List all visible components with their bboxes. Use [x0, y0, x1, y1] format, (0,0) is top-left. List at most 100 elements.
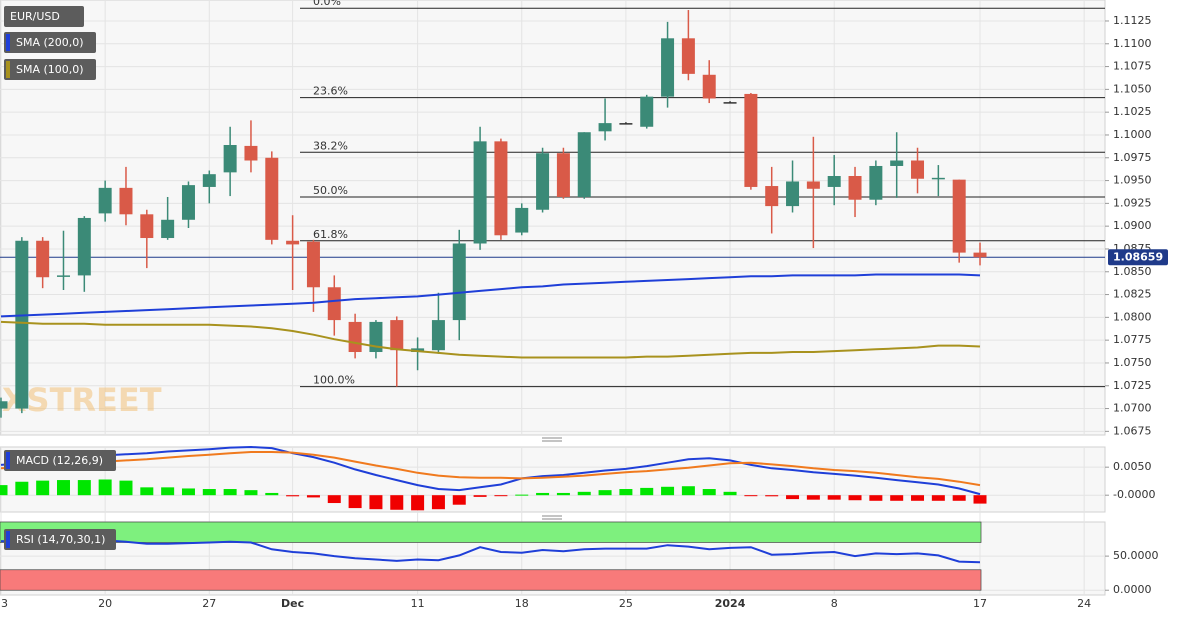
legend-box: [4, 32, 96, 53]
candle-body: [681, 38, 695, 74]
candle-body: [348, 321, 362, 353]
panel-resize-handle[interactable]: [542, 437, 562, 442]
last-price-box: [1108, 249, 1168, 266]
macd-histogram-bar: [161, 487, 175, 496]
macd-histogram-bar: [452, 495, 466, 505]
legend-box: [4, 529, 116, 550]
candle-body: [598, 123, 612, 132]
candle-body: [869, 165, 883, 200]
macd-histogram-bar: [786, 495, 800, 500]
candle-body: [515, 207, 529, 233]
y-tick-label: 0.0050: [1113, 460, 1152, 473]
candle-body: [306, 241, 320, 288]
x-tick-label: 13: [0, 597, 8, 610]
fibonacci-label: 100.0%: [313, 374, 355, 387]
candle-body: [36, 240, 50, 278]
x-tick-label: 18: [515, 597, 529, 610]
y-tick-label: 1.0775: [1113, 333, 1152, 346]
indicator-plots: 1.0675 1.0700 1.0725 1.0750 1.0775 1.0800 1.08…: [0, 6, 1168, 610]
macd-histogram-bar: [265, 492, 279, 496]
macd-histogram-bar: [202, 489, 216, 496]
y-tick-label: 1.0900: [1113, 219, 1152, 232]
legend-swatch: [6, 34, 10, 51]
y-tick-label: 0.0000: [1113, 583, 1152, 596]
candle-body: [848, 176, 862, 200]
legend-label: EUR/USD: [10, 10, 60, 23]
legend-label: SMA (100,0): [16, 63, 84, 76]
legend-box: [4, 450, 116, 471]
candle-body: [619, 123, 633, 125]
y-tick-label: 50.0000: [1113, 549, 1159, 562]
y-tick-label: 1.0675: [1113, 424, 1152, 437]
candle-body: [119, 187, 133, 215]
candle-body: [286, 240, 300, 245]
candle-body: [77, 217, 91, 276]
x-tick-label: Dec: [281, 597, 304, 610]
fibonacci-label: 38.2%: [313, 139, 348, 152]
candle-body: [140, 214, 154, 239]
macd-histogram-bar: [515, 494, 529, 496]
y-tick-label: 1.0700: [1113, 402, 1152, 415]
candle-body: [911, 160, 925, 179]
macd-histogram-bar: [306, 495, 320, 498]
macd-histogram-bar: [640, 487, 654, 496]
macd-histogram-bar: [411, 495, 425, 511]
macd-histogram-bar: [77, 480, 91, 496]
macd-histogram-bar: [931, 495, 945, 501]
legend-swatch: [6, 452, 10, 469]
candle-body: [640, 96, 654, 127]
macd-histogram-bar: [390, 495, 404, 510]
candle-body: [15, 240, 29, 409]
x-tick-label: 20: [98, 597, 112, 610]
legend-swatch: [6, 531, 10, 548]
x-tick-label: 27: [202, 597, 216, 610]
rsi-band: [0, 521, 982, 543]
macd-histogram-bar: [848, 495, 862, 501]
y-tick-label: 1.1075: [1113, 60, 1152, 73]
candle-body: [202, 174, 216, 187]
y-tick-label: -0.0000: [1113, 488, 1155, 501]
fibonacci-label: 61.8%: [313, 228, 348, 241]
x-tick-label: 17: [973, 597, 987, 610]
y-tick-label: 1.1100: [1113, 37, 1152, 50]
macd-histogram-bar: [952, 495, 966, 501]
legend-label: RSI (14,70,30,1): [16, 533, 105, 546]
macd-histogram-bar: [723, 491, 737, 496]
macd-histogram-bar: [890, 495, 904, 501]
candle-body: [723, 102, 737, 104]
signal-line: [0, 451, 981, 487]
candle-body: [806, 181, 820, 189]
candle-body: [931, 177, 945, 180]
macd-histogram-bar: [973, 495, 987, 504]
candle-body: [661, 38, 675, 97]
candle-body: [369, 321, 383, 353]
candle-body: [536, 153, 550, 210]
candle-body: [265, 157, 279, 240]
y-tick-label: 1.0825: [1113, 288, 1152, 301]
macd-histogram-bar: [869, 495, 883, 501]
candle-body: [56, 275, 70, 277]
legend-swatch: [6, 61, 10, 78]
candle-body: [244, 145, 258, 161]
macd-histogram-bar: [536, 492, 550, 496]
macd-histogram-bar: [827, 495, 841, 500]
macd-histogram-bar: [348, 495, 362, 509]
legend-label: MACD (12,26,9): [16, 454, 103, 467]
candle-body: [181, 185, 195, 220]
candle-body: [556, 153, 570, 197]
candle-body: [223, 145, 237, 173]
macd-histogram-bar: [598, 490, 612, 496]
legend-label: SMA (200,0): [16, 36, 84, 49]
macd-histogram-bar: [286, 495, 300, 497]
x-tick-label: 2024: [715, 597, 746, 610]
macd-histogram-bar: [473, 495, 487, 497]
fibonacci-label: 0.0%: [313, 0, 341, 8]
candle-body: [390, 320, 404, 351]
x-tick-label: 11: [411, 597, 425, 610]
panel-resize-handle[interactable]: [542, 515, 562, 520]
macd-histogram-bar: [223, 489, 237, 496]
candle-body: [161, 219, 175, 239]
macd-histogram-bar: [98, 479, 112, 496]
macd-panel: [0, 446, 1106, 513]
fibonacci-label: 50.0%: [313, 184, 348, 197]
